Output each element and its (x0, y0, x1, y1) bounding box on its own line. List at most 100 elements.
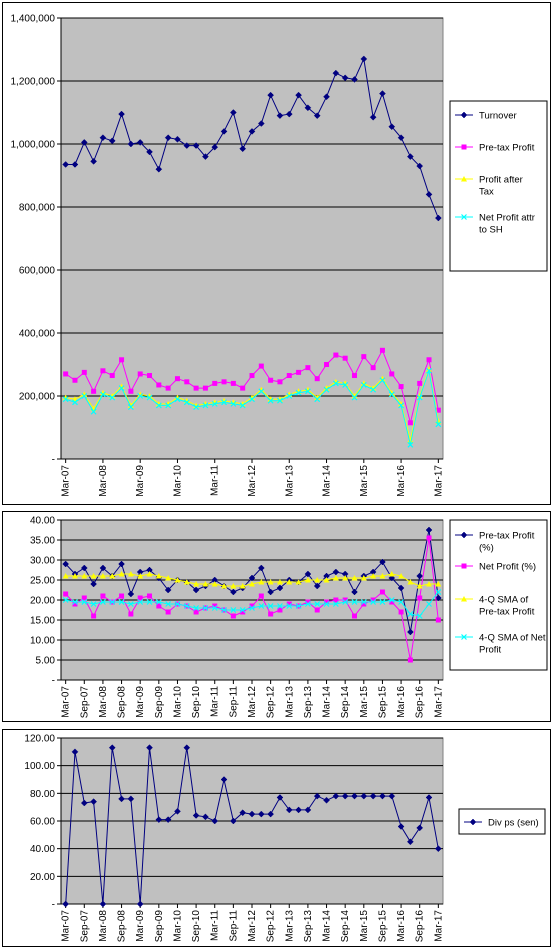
data-point (398, 573, 405, 579)
data-point (248, 128, 256, 135)
data-point (333, 597, 339, 603)
data-point (137, 393, 144, 399)
data-point (332, 69, 340, 77)
x-tick-label: Mar-17 (433, 465, 444, 497)
x-tick-label: Sep-09 (154, 686, 165, 719)
y-tick-label: 600,000 (19, 266, 56, 277)
data-point (221, 397, 228, 404)
data-point (212, 603, 218, 609)
data-point (435, 407, 441, 413)
data-point (388, 597, 395, 603)
y-tick-label: 40.00 (30, 844, 55, 855)
data-point (146, 599, 153, 605)
x-tick-label: Mar-10 (172, 465, 183, 497)
data-point (239, 607, 246, 613)
y-tick-label: 800,000 (19, 203, 56, 214)
data-point (248, 810, 256, 818)
x-tick-label: Sep-14 (340, 686, 351, 719)
data-point (212, 380, 218, 386)
data-point (323, 601, 330, 607)
data-point (258, 603, 265, 609)
data-point (146, 571, 153, 577)
data-point (81, 599, 88, 605)
x-tick-label: Mar-07 (61, 910, 72, 942)
data-point (99, 573, 106, 579)
data-point (240, 609, 246, 615)
data-point (388, 391, 395, 398)
data-point (267, 603, 274, 609)
data-point (304, 601, 311, 607)
data-point (127, 590, 135, 598)
data-point (71, 748, 79, 756)
data-point (109, 573, 116, 579)
y-tick-label: 30.00 (30, 556, 55, 567)
data-point (221, 607, 227, 613)
y-tick-label: 1,200,000 (11, 77, 56, 88)
data-point (277, 379, 283, 385)
data-point (304, 104, 312, 112)
data-point (416, 162, 424, 170)
series-4 (62, 589, 442, 619)
data-point (351, 394, 358, 401)
data-point (295, 389, 302, 396)
data-point (81, 595, 87, 601)
data-point (239, 809, 247, 817)
data-point (313, 112, 321, 120)
legend-label: 4-Q SMA of Net Profit (479, 633, 546, 656)
data-point (62, 394, 69, 401)
data-point (174, 807, 181, 815)
x-tick-label: Mar-17 (433, 910, 444, 942)
legend-marker (460, 531, 468, 539)
data-point (108, 744, 116, 752)
data-point (183, 399, 190, 406)
legend-marker (461, 596, 467, 602)
data-point (91, 613, 97, 619)
data-point (369, 113, 377, 121)
x-tick-label: Mar-12 (247, 686, 258, 718)
data-point (379, 589, 385, 595)
data-point (128, 388, 134, 394)
data-point (426, 581, 433, 587)
data-point (360, 382, 367, 388)
data-point (407, 628, 414, 636)
data-point (257, 564, 265, 572)
data-point (434, 594, 442, 602)
series-1 (62, 744, 442, 908)
data-point (118, 385, 125, 392)
data-point (62, 597, 69, 603)
data-point (351, 599, 358, 605)
data-point (397, 823, 405, 830)
data-point (249, 605, 255, 611)
data-point (351, 613, 357, 619)
y-tick-label: 80.00 (30, 789, 55, 800)
data-point (193, 404, 200, 410)
data-point (285, 110, 293, 118)
data-point (388, 571, 395, 577)
data-point (119, 357, 125, 363)
data-point (324, 362, 330, 367)
data-point (174, 394, 181, 401)
data-point (435, 589, 442, 595)
chart-margins: - 5.00 10.00 15.00 20.00 25.00 30.00 35.00 40.00… (2, 511, 551, 722)
data-point (164, 134, 172, 142)
legend-box (449, 519, 548, 671)
data-point (389, 371, 395, 377)
data-point (379, 90, 386, 97)
y-tick-label: 5.00 (36, 656, 56, 667)
data-point (62, 560, 70, 568)
legend-marker (461, 214, 467, 220)
data-point (268, 611, 274, 617)
data-point (295, 579, 302, 585)
data-point (249, 394, 255, 401)
legend-marker (461, 176, 467, 182)
data-point (183, 744, 191, 752)
data-point (128, 611, 134, 617)
data-point (211, 581, 218, 587)
y-tick-label: 25.00 (30, 576, 55, 587)
x-tick-label: Sep-11 (228, 910, 239, 942)
x-tick-label: Mar-14 (322, 686, 333, 718)
data-point (192, 812, 200, 819)
data-point (230, 109, 237, 116)
data-point (90, 580, 97, 588)
x-tick-label: Mar-09 (135, 910, 146, 942)
